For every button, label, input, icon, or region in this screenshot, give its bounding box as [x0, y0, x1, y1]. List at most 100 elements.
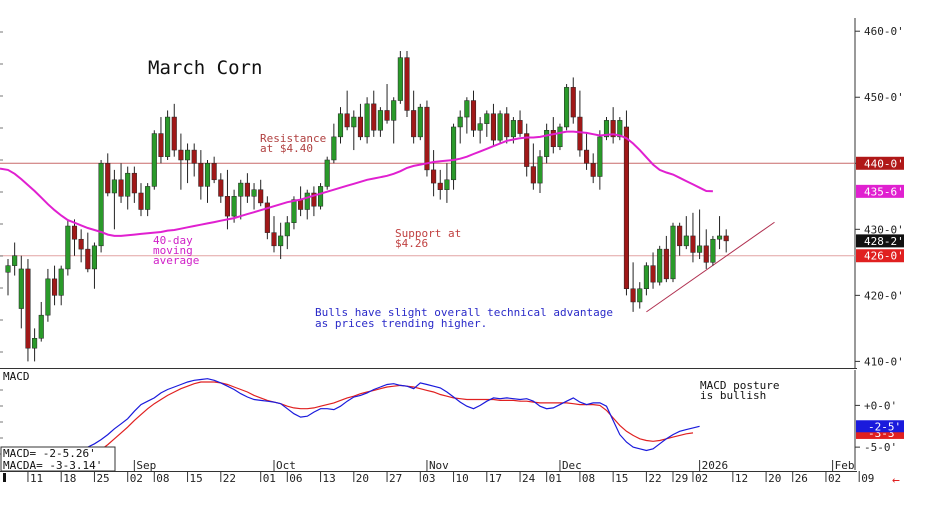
candle-body [391, 100, 397, 121]
candle-body [570, 87, 576, 118]
candle-body [12, 255, 18, 266]
chart-title: March Corn [148, 57, 262, 79]
candle-body [417, 106, 423, 138]
candle-body [32, 338, 38, 349]
candle-body [344, 113, 350, 128]
candle-body [298, 199, 304, 210]
candle-body [717, 235, 723, 240]
day-label: 17 [489, 472, 502, 485]
candle-body [158, 133, 164, 157]
scroll-left-marker[interactable] [3, 473, 6, 482]
day-label: 08 [582, 472, 595, 485]
day-label: 03 [422, 472, 435, 485]
candle-body [191, 149, 197, 164]
candle-body [677, 225, 683, 247]
macd-badge-bg [856, 420, 904, 433]
candle-body [118, 179, 124, 197]
candle-body [131, 172, 137, 194]
candle-body [304, 192, 310, 210]
candle-body [224, 196, 230, 217]
day-label: 18 [63, 472, 76, 485]
candle-body [437, 182, 443, 190]
candle-body [91, 245, 98, 270]
month-label: Nov [429, 459, 449, 472]
month-label: Feb [835, 459, 855, 472]
candle-body [490, 113, 496, 141]
candle-body [278, 235, 284, 247]
day-label: 29 [675, 472, 688, 485]
candle-body [517, 120, 523, 134]
candle-body [351, 116, 357, 128]
month-label: Dec [562, 459, 582, 472]
candle-body [597, 136, 603, 177]
day-label: 11 [30, 472, 43, 485]
candle-body [85, 248, 91, 270]
candle-body [637, 288, 643, 303]
resistance-price-badge-bg [856, 156, 904, 170]
candle-body [171, 116, 177, 151]
candle-body [271, 232, 277, 247]
day-label: 25 [96, 472, 109, 485]
candle-body [584, 149, 590, 164]
day-label: 15 [190, 472, 203, 485]
candle-body [564, 87, 570, 128]
price-tick-label: 460-0' [864, 25, 904, 38]
candle-body [397, 57, 403, 101]
candle-body [18, 268, 24, 309]
candle-body [165, 116, 171, 157]
candle-body [524, 133, 530, 167]
candle-body [663, 248, 669, 280]
candle-body [544, 130, 550, 157]
macd-badge: -2-5' [868, 420, 901, 433]
candle-body [464, 100, 470, 118]
macd-tick-label: -5-0' [864, 441, 897, 454]
candle-body [151, 133, 157, 187]
day-label: 02 [130, 472, 143, 485]
day-label: 02 [828, 472, 841, 485]
candle-body [557, 126, 563, 148]
macd-tick-label: +0-0' [864, 399, 897, 412]
candle-body [78, 238, 84, 250]
candle-body [251, 189, 257, 197]
resistance-price-badge: 440-0' [864, 157, 904, 170]
candle-body [58, 268, 64, 296]
candle-body [650, 265, 656, 283]
candle-body [497, 113, 503, 141]
price-tick-label: 450-0' [864, 91, 904, 104]
candle-body [411, 110, 417, 138]
candle-body [45, 278, 51, 316]
candle-body [384, 110, 390, 121]
candle-body [178, 149, 184, 161]
macd-line [67, 378, 700, 465]
support-price-badge: 426-0' [864, 250, 904, 263]
ma-label-line1: 40-day [153, 234, 193, 247]
candle-body [504, 113, 510, 138]
last-price-badge: 428-2' [864, 235, 904, 248]
last-price-badge-bg [856, 234, 904, 248]
candle-body [484, 113, 490, 124]
day-label: 20 [768, 472, 781, 485]
scroll-right-arrow-icon[interactable]: ← [892, 473, 900, 488]
candle-body [697, 245, 703, 253]
candle-body [643, 265, 649, 290]
macd-legend-macda: MACDA= -3-3.14' [3, 459, 102, 472]
candle-body [703, 245, 709, 263]
candle-body [617, 120, 623, 138]
candle-body [404, 57, 410, 111]
candle-body [457, 116, 463, 128]
candle-body [510, 120, 516, 138]
support-price-badge-bg [856, 249, 904, 263]
candle-body [683, 235, 689, 247]
candle-body [138, 192, 144, 210]
candles-group [5, 51, 729, 362]
candle-body [244, 182, 250, 197]
support-label-line2: $4.26 [395, 237, 428, 250]
candle-body [451, 126, 457, 181]
price-tick-label: 420-0' [864, 289, 904, 302]
macd-legend-macd: MACD= -2-5.26' [3, 447, 96, 460]
candle-body [477, 123, 483, 131]
candle-body [52, 278, 58, 296]
candle-body [377, 110, 383, 131]
